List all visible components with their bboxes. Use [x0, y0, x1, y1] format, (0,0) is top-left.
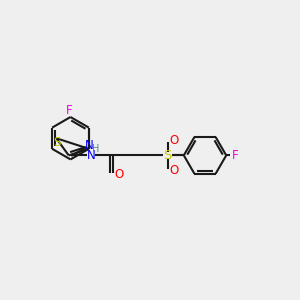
Text: O: O: [169, 134, 179, 147]
Text: F: F: [66, 104, 73, 117]
Text: H: H: [92, 145, 99, 154]
Text: F: F: [232, 149, 238, 162]
Text: O: O: [114, 168, 123, 181]
Text: S: S: [164, 149, 172, 162]
Text: O: O: [169, 164, 179, 177]
Text: N: N: [85, 139, 94, 152]
Text: S: S: [53, 136, 61, 149]
Text: N: N: [86, 149, 95, 162]
